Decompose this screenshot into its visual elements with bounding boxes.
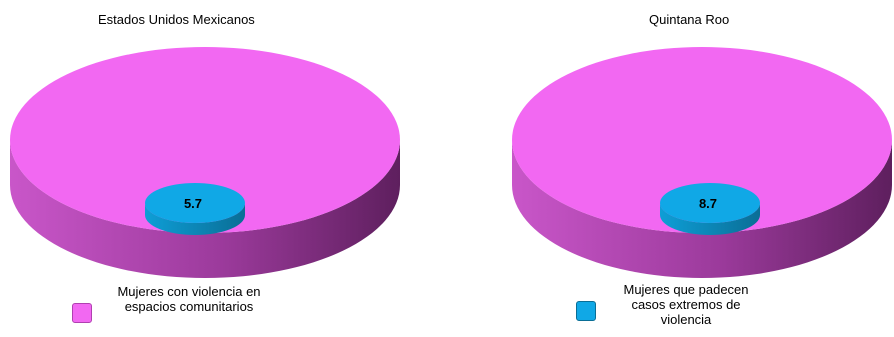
chart-title: Estados Unidos Mexicanos <box>98 12 255 27</box>
data-label: 8.7 <box>699 196 717 211</box>
chart-panel-quintana-roo: Quintana Roo 8.7 Mujeres que padecen cas… <box>500 0 894 337</box>
pie-slice-side-major <box>10 140 400 278</box>
pie-slice-major <box>512 47 892 233</box>
chart-title: Quintana Roo <box>649 12 730 27</box>
legend-label: Mujeres con violencia en espacios comuni… <box>117 284 261 314</box>
legend-label: Mujeres que padecen casos extremos de vi… <box>623 282 749 327</box>
legend-swatch <box>72 303 92 323</box>
pie-slice-side-minor <box>145 203 245 235</box>
chart-panel-national: Estados Unidos Mexicanos 5.7 Mujeres con… <box>0 0 410 337</box>
pie-chart-national: 5.7 <box>10 47 400 278</box>
pie-slice-side-minor <box>660 203 760 235</box>
data-label: 5.7 <box>184 196 202 211</box>
legend-swatch <box>576 301 596 321</box>
pie-slice-major <box>10 47 400 233</box>
pie-slice-side-major <box>512 140 892 278</box>
pie-slice-minor <box>660 183 760 223</box>
pie-slice-minor <box>145 183 245 223</box>
pie-chart-quintana-roo: 8.7 <box>512 47 892 278</box>
